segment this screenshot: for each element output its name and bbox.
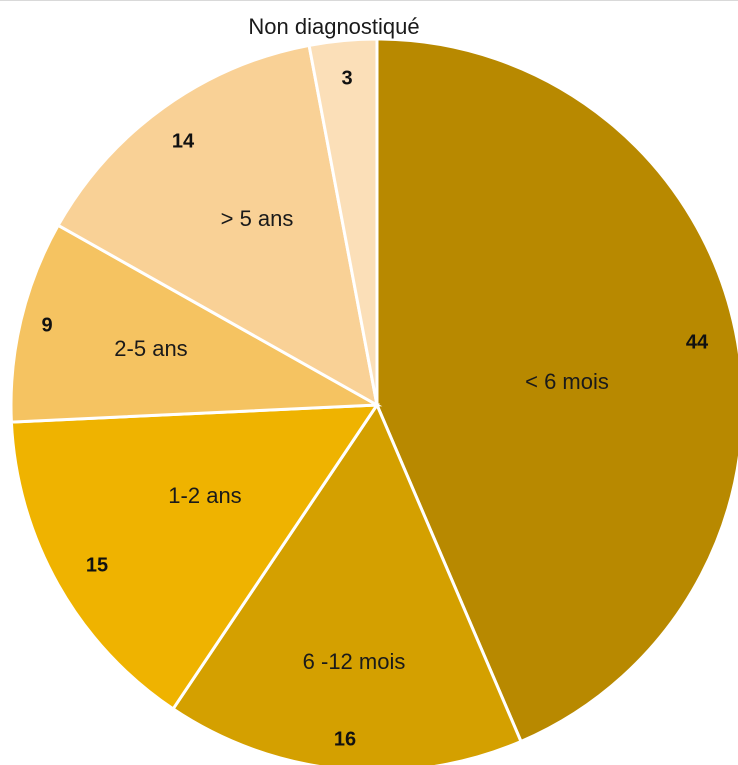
slice-value-label-1: 16: [334, 728, 356, 750]
pie-labels: < 6 mois 44 6 -12 mois 16 1-2 ans 15 2-5 ans 9 >…: [41, 14, 709, 750]
slice-value-label-3: 9: [41, 314, 52, 336]
slice-value-label-4: 14: [172, 130, 195, 152]
slice-value-label-5: 3: [341, 67, 352, 89]
slice-category-label-4: > 5 ans: [221, 206, 294, 231]
slice-category-label-0: < 6 mois: [525, 369, 609, 394]
pie-slice-5: [307, 37, 379, 406]
slice-category-label-5: Non diagnostiqué: [248, 14, 419, 39]
pie-slice-1: [170, 401, 523, 765]
slice-category-label-3: 2-5 ans: [114, 336, 187, 361]
pie-slice-4: [56, 43, 380, 408]
pie-slices: [9, 37, 738, 765]
slice-value-label-2: 15: [86, 554, 108, 576]
slice-value-label-0: 44: [686, 331, 709, 353]
slice-category-label-2: 1-2 ans: [168, 483, 241, 508]
pie-slice-2: [9, 403, 380, 712]
pie-slice-0: [375, 37, 738, 744]
pie-slice-3: [9, 223, 383, 424]
slice-category-label-1: 6 -12 mois: [303, 649, 406, 674]
